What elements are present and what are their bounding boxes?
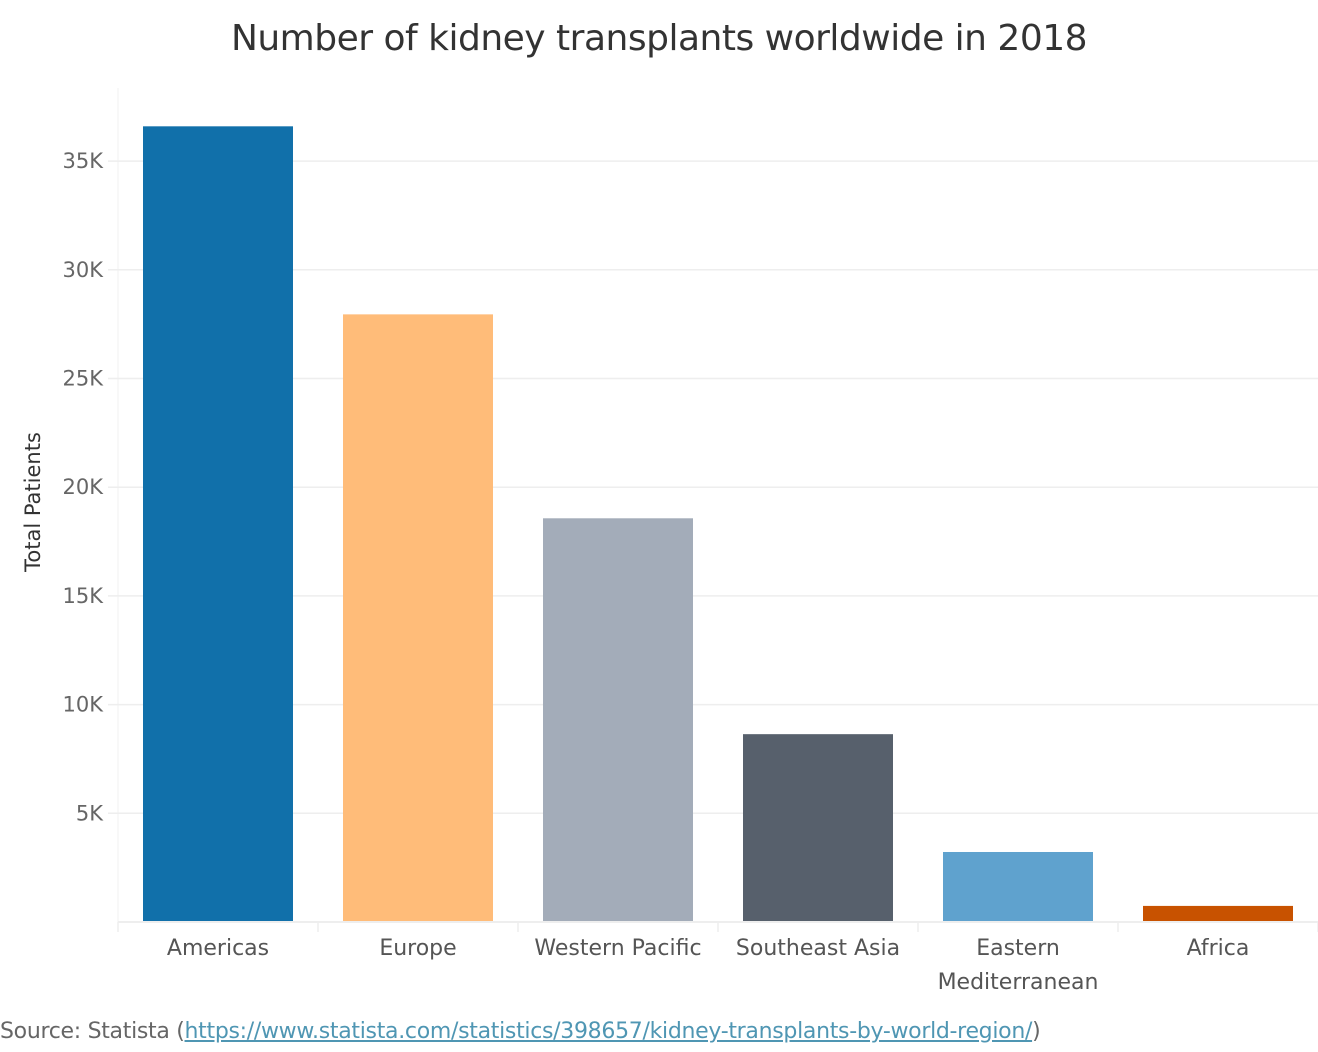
source-prefix: Source: Statista ( <box>0 1019 185 1044</box>
bar-americas[interactable] <box>143 126 293 923</box>
bar-chart: 5K 10K 15K 20K 25K 30K 35K Americas Europe Weste… <box>21 88 1318 995</box>
x-tick-label: Europe <box>379 936 456 961</box>
x-axis-labels: Americas Europe Western Pacific Southeast A… <box>167 936 1249 995</box>
x-tick-label: Eastern <box>976 936 1060 961</box>
x-axis <box>117 921 1318 932</box>
y-tick-label: 20K <box>63 475 105 499</box>
y-tick-label: 10K <box>63 693 105 717</box>
bar-europe[interactable] <box>343 314 493 922</box>
x-tick-label: Mediterranean <box>938 970 1099 995</box>
chart-title: Number of kidney transplants worldwide i… <box>230 18 1088 59</box>
y-tick-label: 25K <box>63 367 105 391</box>
y-tick-label: 30K <box>63 258 105 282</box>
y-axis-title: Total Patients <box>21 432 45 573</box>
x-tick-label: Southeast Asia <box>736 936 900 961</box>
bar-africa[interactable] <box>1143 905 1293 922</box>
x-tick-label: Western Pacific <box>534 936 701 961</box>
y-tick-label: 5K <box>76 801 104 825</box>
source-note: Source: Statista (https://www.statista.c… <box>0 1019 1041 1044</box>
x-tick-label: Africa <box>1187 936 1250 961</box>
x-tick-label: Americas <box>167 936 269 961</box>
y-tick-label: 15K <box>63 584 105 608</box>
bar-western-pacific[interactable] <box>543 518 693 922</box>
bar-southeast-asia[interactable] <box>743 734 893 922</box>
source-link[interactable]: https://www.statista.com/statistics/3986… <box>184 1019 1033 1044</box>
gridlines <box>108 88 1318 922</box>
y-tick-label: 35K <box>63 149 105 173</box>
y-axis-ticks: 5K 10K 15K 20K 25K 30K 35K <box>63 149 105 825</box>
source-suffix: ) <box>1032 1019 1041 1044</box>
bars <box>143 126 1293 923</box>
bar-eastern-mediterranean[interactable] <box>943 851 1093 922</box>
